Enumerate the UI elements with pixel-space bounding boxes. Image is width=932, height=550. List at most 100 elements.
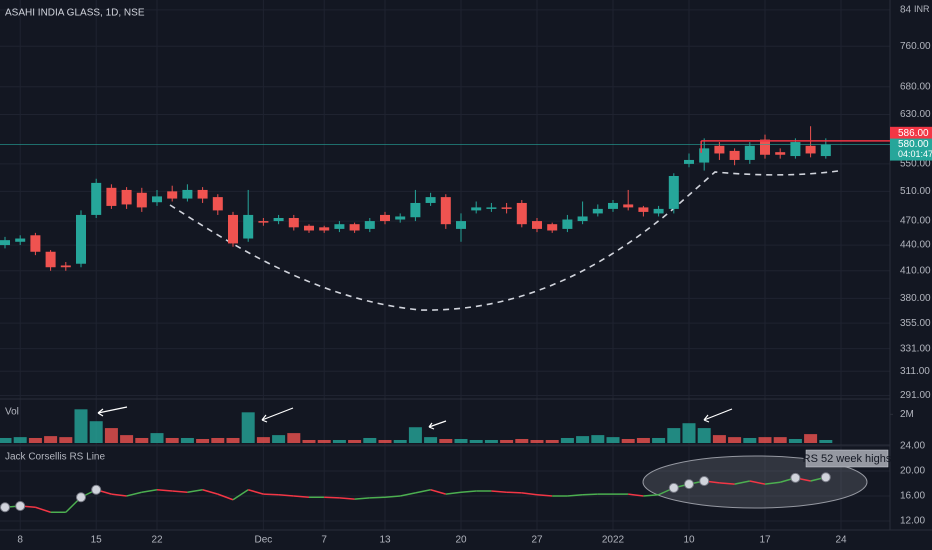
candle-body [577,216,588,222]
y-tick-label: 380.00 [900,293,931,304]
candle-body [349,224,360,231]
y-tick-label: 84 [900,4,912,15]
candle-body [45,251,56,268]
last-price-label: 580.00 [898,139,929,150]
rs-line-segment [247,489,264,495]
volume-bar [256,437,270,443]
rs-new-high [684,479,694,490]
candle-body [456,221,466,229]
rs-line-segment [506,491,522,494]
volume-bar [439,438,453,443]
volume-bar [74,409,88,443]
volume-bar [667,428,681,443]
candle-body [440,197,451,225]
candle-body [410,202,421,218]
candle-body [744,145,755,160]
rs-line-segment [400,492,416,497]
rs-line-segment [749,480,766,485]
candle-body [258,221,269,223]
countdown: 04:01:47 [898,149,932,159]
volume-bar [211,437,225,443]
candle-body [91,182,102,215]
x-tick-label: 13 [379,535,391,546]
candle-body [699,148,710,163]
volume-bar [758,437,772,443]
rs-tick-label: 12.00 [900,516,925,527]
candle-body [243,214,254,239]
rs-tick-label: 20.00 [900,466,925,477]
volume-bar [272,435,286,443]
candle-body [60,265,71,268]
volume-bar [165,437,179,443]
volume-bar [606,437,620,443]
candle-body [425,197,436,203]
candle-body [820,144,831,157]
y-tick-label: 331.00 [900,343,931,354]
rs-line-segment [643,494,659,497]
arrow [703,408,733,423]
rs-line-segment [445,491,462,495]
volume-bar [591,435,605,443]
volume-bar [150,433,164,443]
volume-bar [104,428,118,443]
volume-bar [682,423,696,443]
volume-bar [180,437,194,443]
candle-body [790,142,801,157]
rs-line-segment [582,493,598,496]
volume-bar [363,437,377,443]
rs-line-segment [202,489,219,495]
rs-new-high [15,501,26,511]
volume-bar [743,437,757,443]
rs-line-segment [460,490,477,493]
candle-body [136,192,147,208]
rs-line-segment [415,489,431,494]
x-tick-label: Dec [255,535,273,546]
y-tick-label: 470.00 [900,216,931,227]
rs-line-segment [369,496,386,499]
volume-bar [576,436,590,443]
volume-bar [241,412,255,443]
candle-body [532,221,542,229]
candle-body [30,235,41,252]
rs-new-high [0,502,10,513]
volume-bar [0,437,12,443]
candle-body [106,187,117,206]
volume-bar [804,434,818,443]
candle-body [684,159,694,164]
y-tick-label: 410.00 [900,265,931,276]
volume-bar [454,438,468,443]
annotation-box [805,449,889,468]
volume-bar [621,438,635,443]
rs-line-segment [278,494,294,497]
volume-label: Vol [5,407,19,418]
rs-line-segment [354,497,370,500]
rs-line-segment [719,482,735,485]
volume-bar [135,437,149,443]
arrows [97,406,733,430]
candle-body [608,202,618,209]
rs-tick-label: 24.00 [900,441,925,452]
candle-body [471,207,482,211]
volume-bar [408,427,422,443]
volume-bar [728,437,742,443]
volume-bar [424,437,438,443]
x-tick-label: 17 [759,535,771,546]
volume-bar [530,439,544,443]
volume-bar [500,439,514,443]
currency: INR [914,4,930,14]
rs-new-high [668,482,679,493]
candle-body [152,196,162,203]
volume-bar [560,437,574,443]
candle-body [668,175,679,209]
candle-body [197,189,208,199]
volume-bar [393,439,407,443]
candle-body [76,214,86,264]
candle-body [775,152,786,155]
x-tick-label: 8 [17,535,23,546]
rs-new-high [820,472,831,483]
last-price-tag [890,138,932,161]
candle-body [516,202,527,225]
candle-body [395,216,406,220]
rs-line-segment [141,489,158,493]
